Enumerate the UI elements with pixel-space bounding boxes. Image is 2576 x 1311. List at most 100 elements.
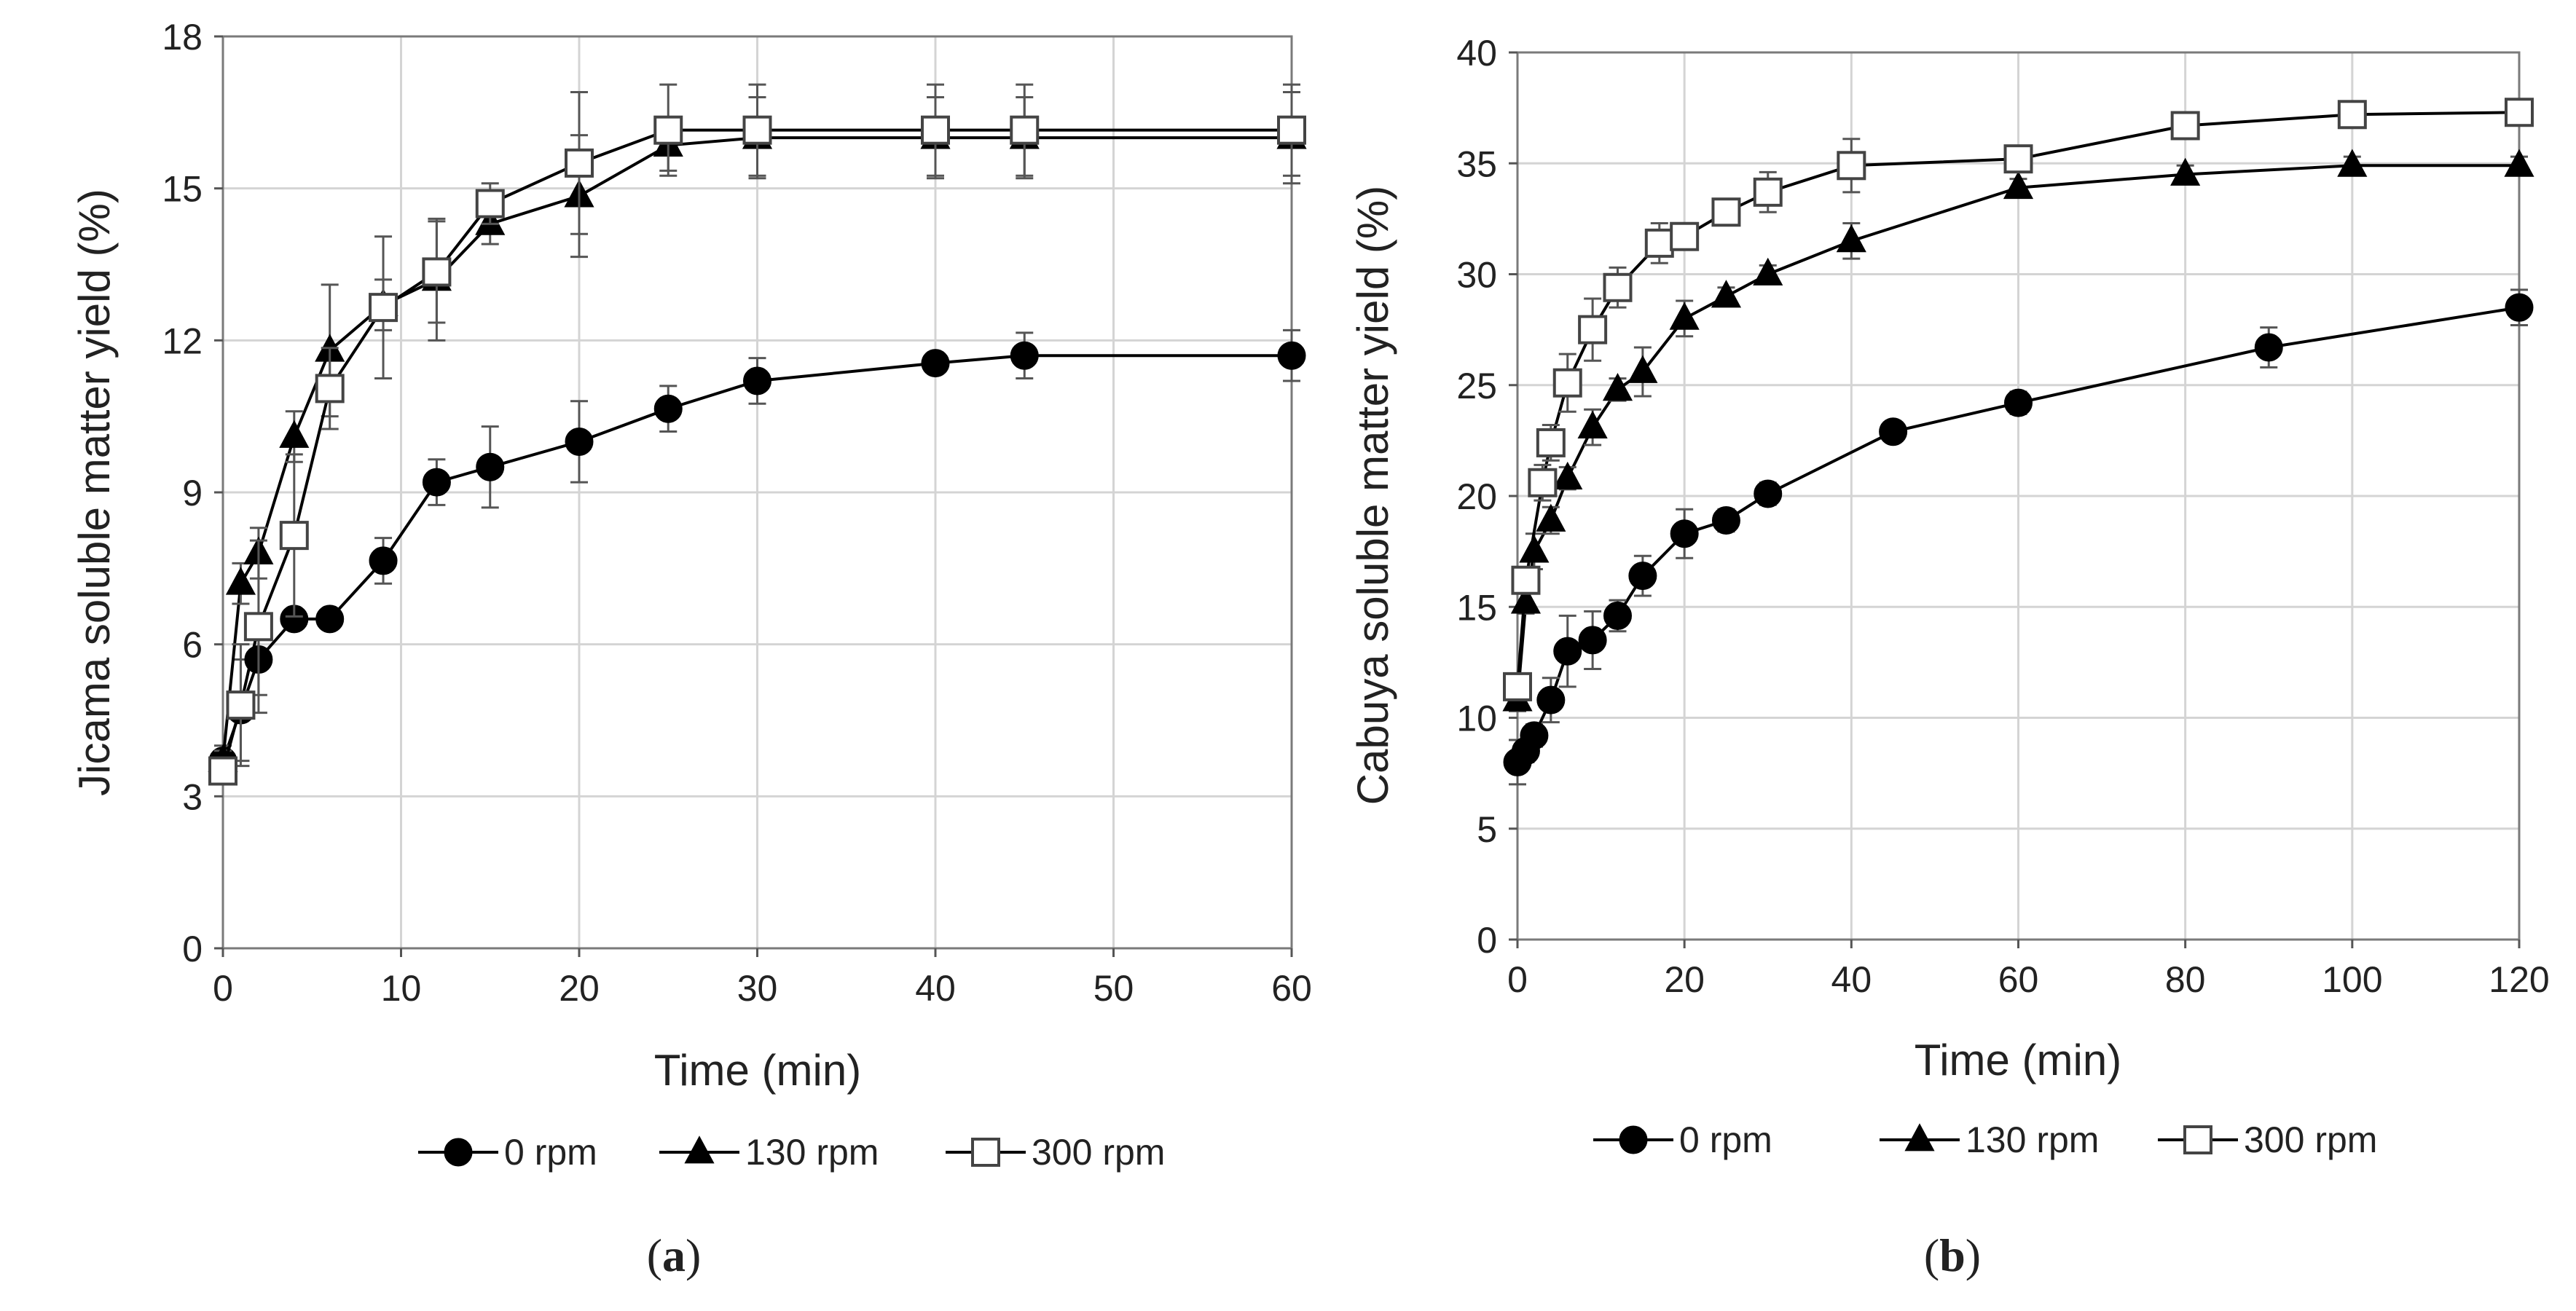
legend-marker bbox=[1904, 1123, 1935, 1151]
y-axis-title: Cabuya soluble matter yield (%) bbox=[1348, 186, 1397, 805]
y-tick-label: 35 bbox=[1456, 143, 1497, 184]
y-tick-label: 0 bbox=[1477, 920, 1497, 961]
y-axis-title: Jicama soluble matter yield (%) bbox=[70, 189, 119, 796]
x-axis-title: Time (min) bbox=[654, 1046, 861, 1095]
data-point bbox=[1754, 479, 1783, 508]
data-point bbox=[1552, 461, 1583, 490]
data-point bbox=[475, 189, 505, 219]
data-point bbox=[2505, 293, 2534, 322]
data-point bbox=[1670, 519, 1699, 548]
data-point bbox=[1836, 224, 1866, 253]
data-point bbox=[1520, 721, 1549, 750]
y-tick-label: 3 bbox=[182, 776, 203, 817]
y-tick-label: 0 bbox=[182, 929, 203, 969]
data-point bbox=[1711, 505, 1740, 535]
series-line-130-rpm bbox=[1516, 164, 2519, 701]
data-point bbox=[369, 546, 398, 575]
data-point bbox=[476, 452, 505, 481]
chart-panel-a: 0 3 6 9 12 15 18 0 10 20 30 40 50 60 Time (min) Jicama … bbox=[70, 17, 1312, 1281]
series-line-130-rpm bbox=[221, 136, 1292, 761]
legend-marker bbox=[971, 1138, 1000, 1167]
data-point bbox=[2003, 144, 2033, 174]
data-point bbox=[422, 257, 452, 287]
y-tick-label: 40 bbox=[1456, 33, 1497, 74]
data-point bbox=[1837, 151, 1866, 181]
legend-marker bbox=[444, 1138, 473, 1167]
data-point bbox=[1603, 601, 1632, 630]
data-point bbox=[1644, 228, 1674, 258]
series-300-rpm bbox=[1503, 98, 2534, 701]
legend-entry-0-rpm: 0 rpm bbox=[418, 1132, 597, 1173]
data-point bbox=[565, 427, 594, 456]
data-point bbox=[2505, 98, 2534, 127]
data-point bbox=[1528, 468, 1558, 497]
data-point bbox=[1602, 373, 1633, 401]
legend-marker bbox=[684, 1135, 715, 1164]
series-line-300-rpm bbox=[221, 128, 1292, 772]
x-tick-label: 20 bbox=[559, 968, 600, 1009]
data-point bbox=[1010, 115, 1040, 145]
legend-entry-300-rpm: 300 rpm bbox=[2158, 1119, 2377, 1160]
x-axis-title: Time (min) bbox=[1915, 1036, 2121, 1084]
data-point bbox=[653, 394, 683, 423]
series-0-rpm bbox=[208, 328, 1306, 778]
data-point bbox=[1277, 341, 1306, 370]
legend-label: 0 rpm bbox=[504, 1132, 597, 1173]
series-0-rpm bbox=[1503, 288, 2534, 786]
legend-marker bbox=[2183, 1125, 2212, 1154]
x-tick-label: 80 bbox=[2165, 959, 2206, 1000]
data-point bbox=[1511, 565, 1541, 595]
series-300-rpm bbox=[208, 83, 1306, 786]
data-point bbox=[1670, 221, 1700, 251]
data-point bbox=[565, 148, 594, 178]
data-point bbox=[1503, 672, 1532, 701]
data-point bbox=[2254, 333, 2283, 362]
x-tick-label: 120 bbox=[2489, 959, 2549, 1000]
x-tick-label: 100 bbox=[2322, 959, 2382, 1000]
legend-entry-300-rpm: 300 rpm bbox=[946, 1132, 1165, 1173]
data-point bbox=[2003, 170, 2034, 200]
data-point bbox=[1536, 428, 1566, 457]
chart-panel-b: 0 5 10 15 20 25 30 35 40 0 20 40 60 80 100 120 Time (min… bbox=[1348, 33, 2550, 1281]
x-tick-label: 60 bbox=[1998, 959, 2039, 1000]
data-point bbox=[208, 756, 237, 786]
data-point bbox=[1519, 535, 1550, 563]
data-point bbox=[1536, 685, 1566, 714]
data-point bbox=[1628, 562, 1657, 591]
x-tick-label: 0 bbox=[1507, 959, 1528, 1000]
legend-label: 130 rpm bbox=[745, 1132, 879, 1173]
data-point bbox=[921, 115, 950, 145]
y-tick-label: 15 bbox=[1456, 587, 1497, 628]
x-tick-label: 0 bbox=[213, 968, 233, 1009]
data-point bbox=[1603, 272, 1633, 302]
data-point bbox=[243, 612, 273, 642]
panel-label: (a) bbox=[647, 1229, 702, 1281]
y-tick-label: 6 bbox=[182, 625, 203, 666]
data-point bbox=[1578, 315, 1608, 345]
data-point bbox=[2504, 149, 2534, 177]
data-point bbox=[2337, 100, 2367, 130]
y-tick-label: 30 bbox=[1456, 255, 1497, 296]
x-tick-label: 30 bbox=[737, 968, 778, 1009]
data-point bbox=[653, 115, 683, 145]
y-tick-label: 15 bbox=[162, 169, 203, 210]
x-tick-label: 40 bbox=[1831, 959, 1872, 1000]
x-tick-label: 50 bbox=[1093, 968, 1134, 1009]
data-point bbox=[921, 349, 950, 378]
data-point bbox=[2004, 388, 2033, 417]
x-tick-label: 40 bbox=[915, 968, 956, 1009]
y-tick-label: 5 bbox=[1477, 809, 1497, 850]
data-point bbox=[279, 420, 310, 448]
data-point bbox=[1553, 637, 1582, 666]
x-tick-label: 10 bbox=[381, 968, 422, 1009]
y-tick-label: 10 bbox=[1456, 698, 1497, 739]
data-point bbox=[1578, 626, 1607, 655]
x-tick-label: 20 bbox=[1664, 959, 1705, 1000]
legend-entry-130-rpm: 130 rpm bbox=[1880, 1119, 2099, 1160]
legend-entry-130-rpm: 130 rpm bbox=[659, 1132, 879, 1173]
data-point bbox=[225, 567, 256, 595]
data-point bbox=[1879, 417, 1908, 446]
data-point bbox=[315, 374, 345, 403]
legend-label: 0 rpm bbox=[1679, 1119, 1772, 1160]
